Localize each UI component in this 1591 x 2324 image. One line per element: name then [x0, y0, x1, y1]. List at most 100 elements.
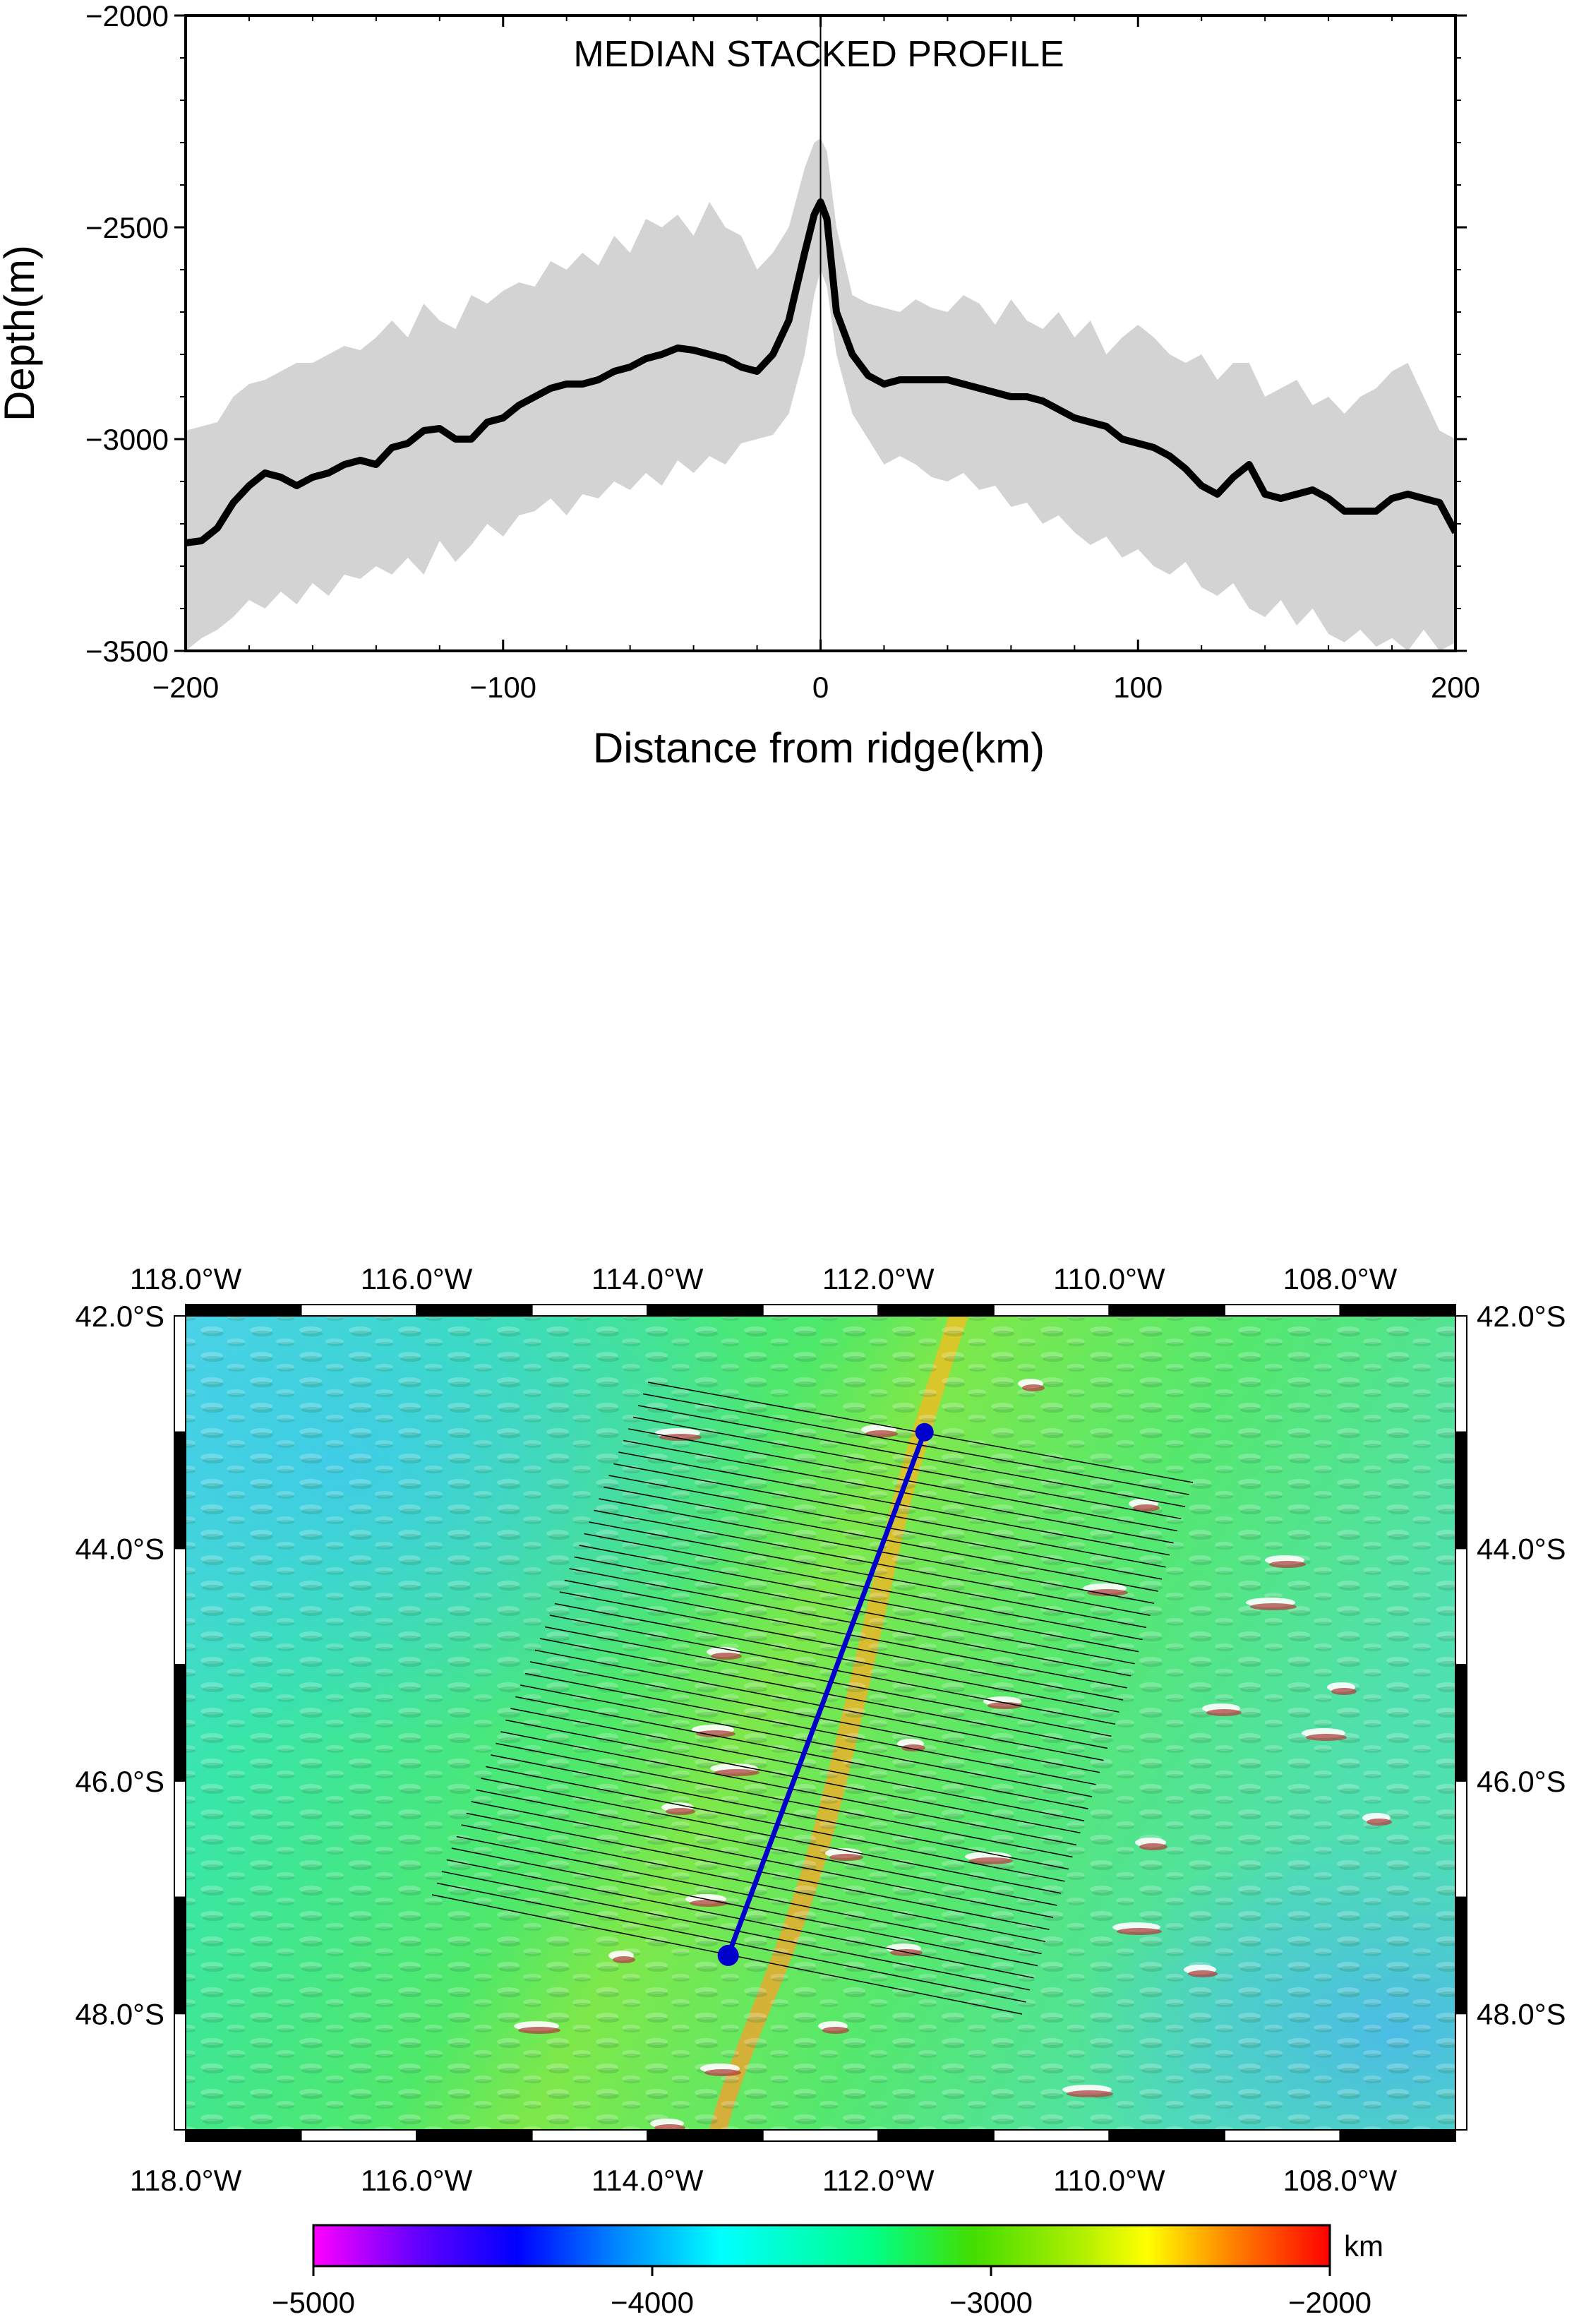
seamount-shadow [1331, 1688, 1357, 1695]
longitude-label-top: 116.0°W [361, 1262, 473, 1295]
latitude-label-right: 46.0°S [1477, 1765, 1566, 1798]
latitude-label-left: 44.0°S [75, 1532, 164, 1565]
longitude-label-top: 118.0°W [130, 1262, 242, 1295]
seamount-shadow [865, 1430, 898, 1437]
stacked-profile-chart: −200 −100 0 100 200 −3500 −3000 −2500 −2000 MED… [0, 0, 1480, 772]
longitude-label-bottom: 110.0°W [1053, 2164, 1165, 2197]
border-segment-top [1223, 1304, 1341, 1317]
cross-profile-line [539, 1638, 1108, 1749]
relief-texture [186, 1316, 1455, 2130]
border-segment-bottom [1108, 2129, 1225, 2142]
cross-profile-line [594, 1509, 1151, 1617]
cross-profile-line [589, 1521, 1147, 1629]
border-segment-bottom [1339, 2129, 1457, 2142]
latitude-label-left: 46.0°S [75, 1765, 164, 1798]
depth-range-band [186, 138, 1455, 651]
border-segment-top [1339, 1304, 1457, 1317]
cross-profile-line [574, 1556, 1135, 1665]
seamount-shadow [829, 1854, 863, 1861]
median-profile-layer [186, 198, 1455, 546]
seamount-shadow [696, 1730, 736, 1737]
seamount-shadow [613, 1956, 635, 1963]
seamount-shadow [704, 2069, 741, 2076]
x-axis-label: Distance from ridge(km) [593, 724, 1045, 772]
seamount-features [514, 1379, 1392, 2130]
seamount-shadow [714, 1769, 760, 1776]
latitude-label-right: 44.0°S [1477, 1532, 1566, 1565]
profile-end-marker [717, 1944, 739, 1966]
latitude-label-right: 48.0°S [1477, 1997, 1566, 2030]
seamount-shadow [518, 2027, 560, 2034]
chart-title: MEDIAN STACKED PROFILE [573, 34, 1064, 75]
longitude-label-top: 112.0°W [822, 1262, 935, 1295]
colorbar-gradient [312, 2224, 1331, 2268]
latitude-label-right: 42.0°S [1477, 1300, 1566, 1333]
y-tick-label: −3000 [85, 423, 169, 456]
border-segment-top [762, 1304, 879, 1317]
bathymetry-map: 118.0°W 118.0°W 116.0°W 116.0°W 114.0°W 114.0… [75, 1262, 1566, 2197]
latitude-labels: 42.0°S 42.0°S 44.0°S 44.0°S 46.0°S 46.0°S 48.0… [75, 1300, 1566, 2030]
cross-profile-line [564, 1579, 1127, 1689]
border-segment-bottom [647, 2129, 764, 2142]
cross-profile-line [637, 1405, 1186, 1507]
border-segment-right [1455, 1664, 1467, 1782]
border-segment-top [531, 1304, 649, 1317]
cross-profile-line [569, 1568, 1131, 1677]
seamount-shadow [987, 1702, 1023, 1709]
border-segment-bottom [877, 2129, 995, 2142]
seamount-shadow [1188, 1970, 1218, 1977]
border-segment-top [300, 1304, 418, 1317]
colorbar-tick-label: −3000 [949, 2286, 1033, 2319]
border-segment-left [174, 1780, 186, 1898]
seamount-shadow [1206, 1709, 1242, 1716]
longitude-label-bottom: 118.0°W [130, 2164, 242, 2197]
border-segment-bottom [992, 2129, 1110, 2142]
border-segment-bottom [416, 2129, 533, 2142]
y-axis-ticks: −3500 −3000 −2500 −2000 [85, 0, 1467, 668]
seamount-shadow [1117, 1928, 1162, 1935]
colorbar-tick-label: −4000 [611, 2286, 694, 2319]
cross-profile-line [632, 1416, 1182, 1520]
latitude-label-left: 48.0°S [75, 1997, 164, 2030]
x-tick-label: 100 [1113, 671, 1163, 704]
cross-profile-line [608, 1475, 1163, 1580]
border-segment-bottom [300, 2129, 418, 2142]
x-axis-ticks: −200 −100 0 100 200 [152, 16, 1480, 704]
y-tick-label: −3500 [85, 635, 169, 668]
cross-profile-line [544, 1626, 1112, 1737]
cross-profile-line [559, 1591, 1124, 1701]
border-segment-right [1455, 1896, 1467, 2015]
colorbar-tick-label: −5000 [272, 2286, 355, 2319]
cross-profile-line [549, 1615, 1116, 1725]
seamount-shadow [1022, 1384, 1045, 1391]
border-segment-top [877, 1304, 995, 1317]
border-segment-right [1455, 1315, 1467, 1433]
y-axis-label: Depth(m) [0, 245, 43, 421]
seamount-shadow [969, 1857, 1013, 1864]
cross-profile-line [529, 1661, 1100, 1773]
cross-profile-line [604, 1486, 1158, 1592]
seamount-shadow [1306, 1734, 1347, 1741]
longitude-label-bottom: 116.0°W [361, 2164, 473, 2197]
longitude-label-top: 114.0°W [592, 1262, 704, 1295]
border-segment-top [416, 1304, 533, 1317]
x-tick-label: 200 [1431, 671, 1480, 704]
border-segment-top [185, 1304, 302, 1317]
depth-range-band-layer [186, 138, 1455, 651]
cross-profile-line [628, 1428, 1178, 1532]
longitude-labels: 118.0°W 118.0°W 116.0°W 116.0°W 114.0°W 114.0… [130, 1262, 1398, 2197]
cross-profile-line [584, 1533, 1143, 1641]
cross-profile-line [599, 1498, 1155, 1604]
seamount-shadow [1367, 1819, 1392, 1826]
cross-profile-line [642, 1393, 1189, 1495]
longitude-label-bottom: 108.0°W [1283, 2164, 1398, 2197]
border-segment-left [174, 1431, 186, 1550]
map-checker-border [174, 1304, 1467, 2142]
median-profile-line [186, 198, 1455, 546]
seamount-shadow [1067, 2090, 1113, 2097]
profile-start-marker [915, 1422, 934, 1442]
depth-colorbar: km −5000 −4000 −3000 −2000 [272, 2224, 1383, 2319]
border-segment-top [647, 1304, 764, 1317]
x-tick-label: 0 [812, 671, 829, 704]
cross-profile-line [534, 1649, 1104, 1761]
